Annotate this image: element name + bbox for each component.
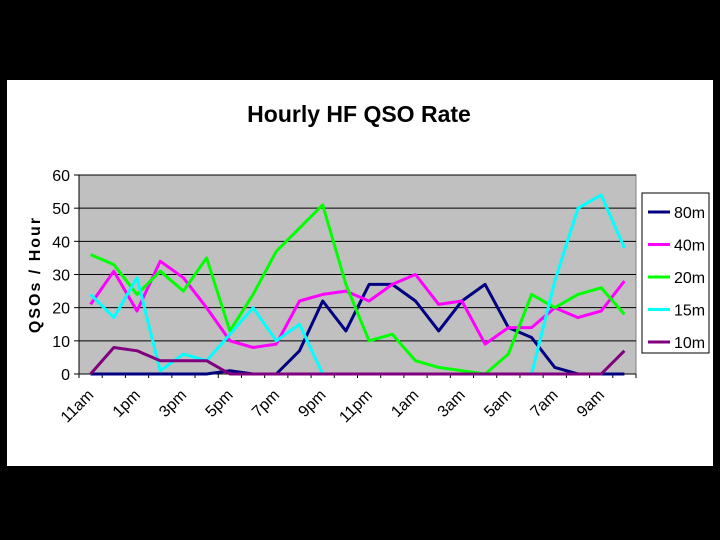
x-tick-label: 9am — [574, 387, 608, 421]
y-tick-label: 50 — [52, 201, 70, 218]
series-line-20m — [90, 203, 626, 376]
legend-label-10m: 10m — [674, 335, 705, 352]
y-tick-label: 60 — [52, 168, 70, 185]
series-line-40m — [89, 259, 626, 349]
x-tick-label: 3pm — [156, 387, 190, 421]
legend-label-80m: 80m — [674, 205, 705, 222]
x-tick-label: 1am — [388, 387, 422, 421]
x-tick-label: 7am — [528, 387, 562, 421]
x-tick-label: 9pm — [295, 387, 329, 421]
y-tick-label: 30 — [52, 268, 70, 285]
y-axis-label: QSOs / Hour — [27, 216, 44, 333]
y-tick-label: 10 — [52, 334, 70, 351]
chart-area: Hourly HF QSO Rate 0 10 20 30 40 50 60 11am 1pm 3p… — [7, 80, 713, 466]
x-tick-label: 3am — [435, 387, 469, 421]
chart-title: Hourly HF QSO Rate — [247, 101, 471, 127]
legend-label-15m: 15m — [674, 303, 705, 320]
y-tick-label: 40 — [52, 234, 70, 251]
x-tick-label: 7pm — [249, 387, 283, 421]
series-line-80m — [90, 282, 625, 376]
x-tick-label: 5pm — [203, 387, 237, 421]
series-line-10m — [89, 346, 626, 376]
x-tick-label: 11am — [58, 387, 97, 426]
legend-label-40m: 40m — [674, 238, 705, 255]
chart-svg: Hourly HF QSO Rate 0 10 20 30 40 50 60 11am 1pm 3p… — [27, 101, 710, 426]
x-tick-label: 5am — [481, 387, 515, 421]
x-tick-label: 11pm — [336, 387, 375, 426]
y-tick-label: 20 — [52, 301, 70, 318]
y-tick-label: 0 — [61, 367, 70, 384]
legend-box — [641, 192, 710, 354]
x-tick-label: 1pm — [110, 387, 144, 421]
legend-label-20m: 20m — [674, 270, 705, 287]
